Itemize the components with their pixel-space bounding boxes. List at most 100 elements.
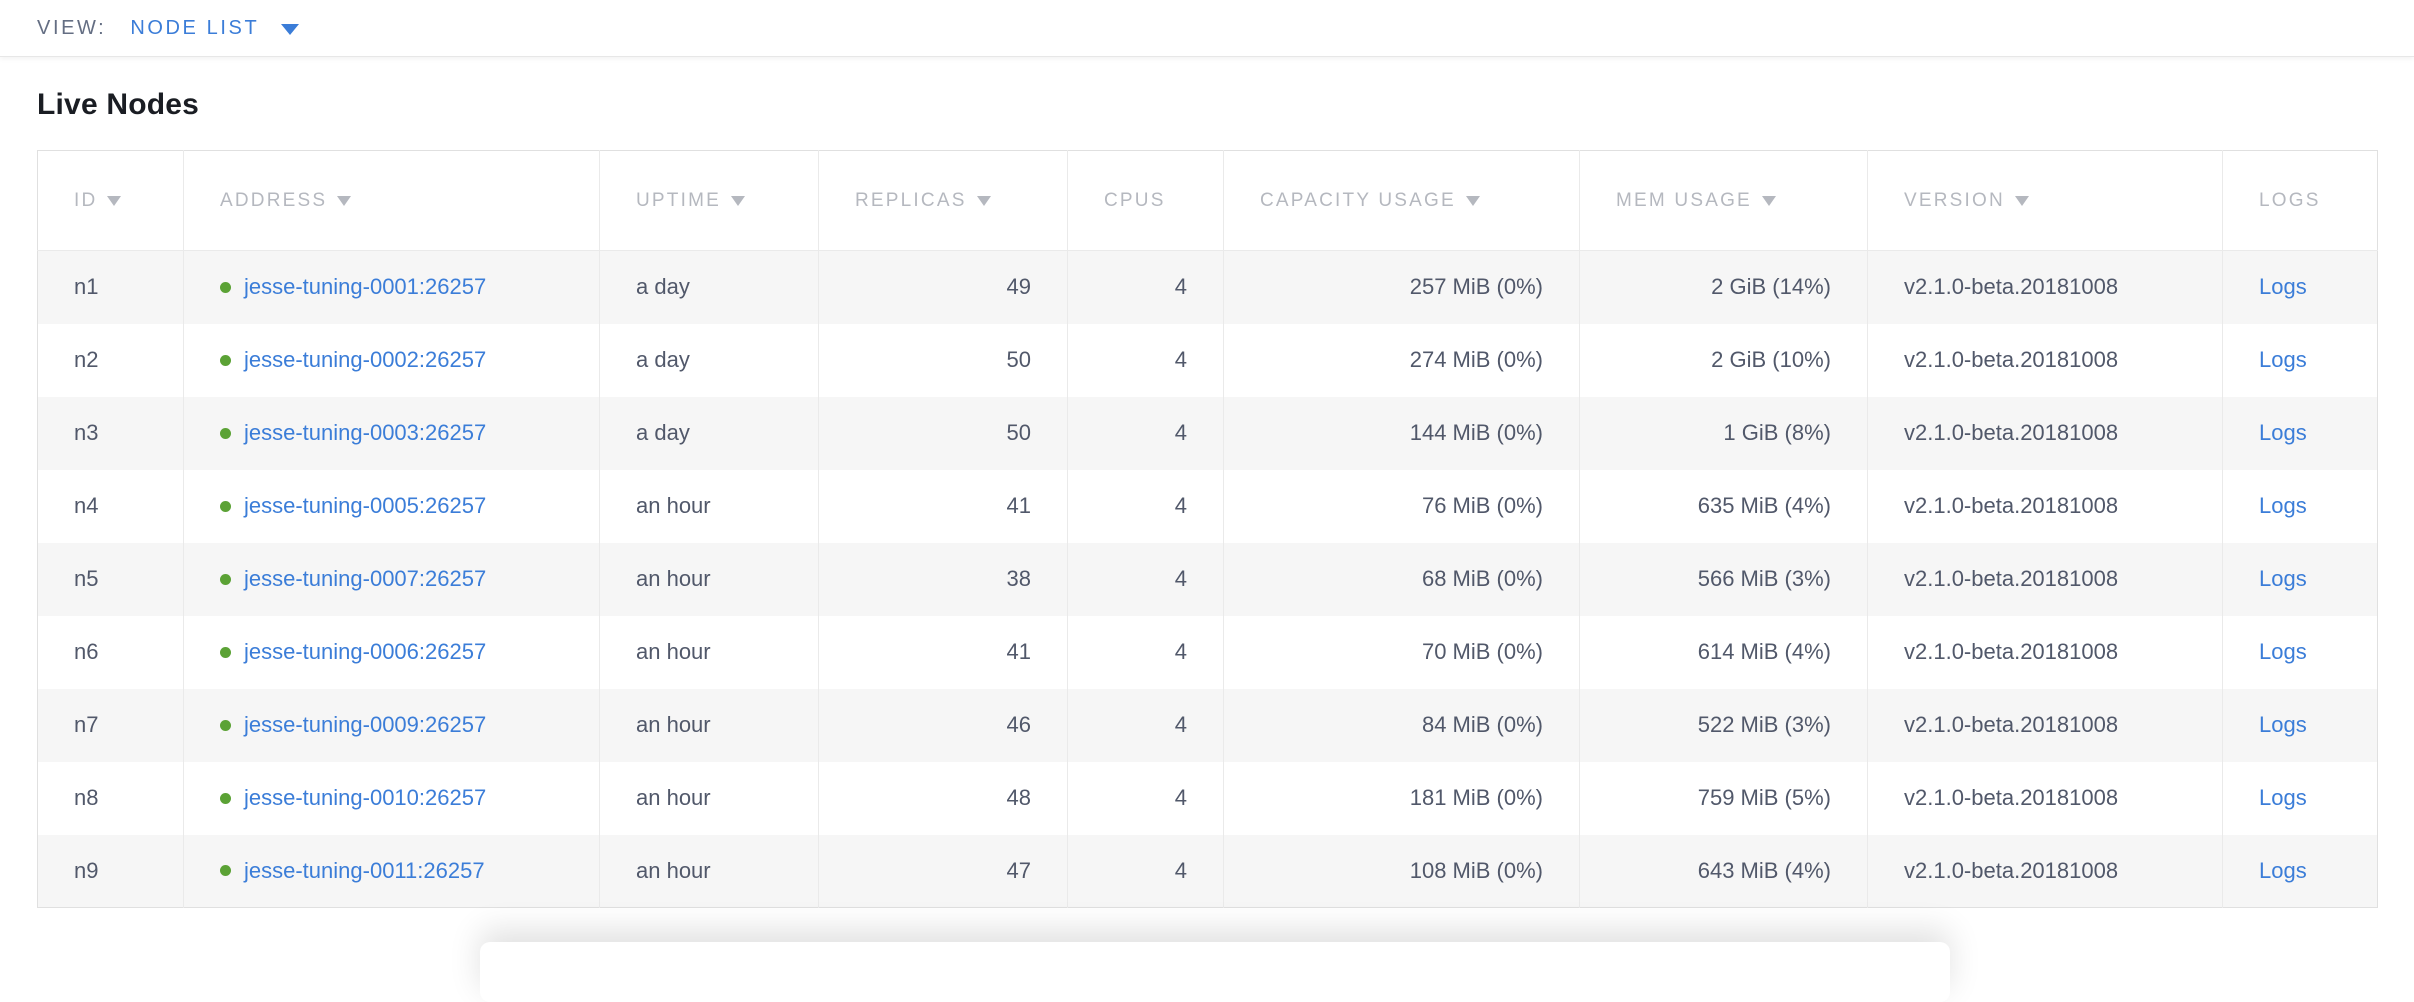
- view-label: VIEW:: [37, 16, 107, 39]
- node-address-link[interactable]: jesse-tuning-0009:26257: [244, 712, 487, 737]
- cell-id: n3: [37, 396, 184, 470]
- cell-cpus: 4: [1067, 542, 1224, 616]
- sort-arrow-icon: [2014, 195, 2029, 206]
- column-header-label: REPLICAS: [855, 189, 967, 211]
- cell-address: jesse-tuning-0005:26257: [183, 469, 600, 543]
- logs-link[interactable]: Logs: [2259, 493, 2307, 518]
- cell-capacity: 181 MiB (0%): [1223, 761, 1580, 835]
- cell-replicas: 49: [818, 250, 1068, 324]
- cell-address: jesse-tuning-0002:26257: [183, 323, 600, 397]
- cell-mem: 759 MiB (5%): [1579, 761, 1868, 835]
- cell-cpus: 4: [1067, 615, 1224, 689]
- cell-mem: 635 MiB (4%): [1579, 469, 1868, 543]
- cell-logs: Logs: [2223, 689, 2378, 762]
- cell-cpus: 4: [1067, 688, 1224, 762]
- column-header-label: VERSION: [1904, 189, 2005, 211]
- table-row: n9 jesse-tuning-0011:26257 an hour 47 4 108 M…: [37, 834, 2378, 908]
- table-row: n5 jesse-tuning-0007:26257 an hour 38 4 68 Mi…: [37, 542, 2378, 616]
- node-address-link[interactable]: jesse-tuning-0002:26257: [244, 347, 487, 372]
- table-header-row: ID ADDRESS UPTIME REPLICAS CPUS CAPACITY USAG…: [37, 150, 2378, 251]
- view-selector-dropdown[interactable]: NODE LIST: [130, 16, 300, 40]
- cell-replicas: 41: [818, 615, 1068, 689]
- logs-link[interactable]: Logs: [2259, 566, 2307, 591]
- column-header-capacity[interactable]: CAPACITY USAGE: [1223, 150, 1580, 251]
- cell-address: jesse-tuning-0009:26257: [183, 688, 600, 762]
- cell-uptime: an hour: [599, 542, 819, 616]
- cell-version: v2.1.0-beta.20181008: [1867, 396, 2223, 470]
- cell-capacity: 76 MiB (0%): [1223, 469, 1580, 543]
- logs-link[interactable]: Logs: [2259, 712, 2307, 737]
- node-address-link[interactable]: jesse-tuning-0006:26257: [244, 639, 487, 664]
- cell-id: n6: [37, 615, 184, 689]
- column-header-replicas[interactable]: REPLICAS: [818, 150, 1068, 251]
- column-header-id[interactable]: ID: [37, 150, 184, 251]
- node-address: jesse-tuning-0001:26257: [220, 274, 563, 300]
- node-address: jesse-tuning-0011:26257: [220, 858, 563, 884]
- cell-mem: 614 MiB (4%): [1579, 615, 1868, 689]
- cell-id: n4: [37, 469, 184, 543]
- node-healthy-dot-icon: [220, 719, 231, 731]
- node-healthy-dot-icon: [220, 573, 231, 585]
- node-address-link[interactable]: jesse-tuning-0001:26257: [244, 274, 487, 300]
- cell-cpus: 4: [1067, 834, 1224, 908]
- column-header-label: ADDRESS: [220, 189, 328, 211]
- cell-logs: Logs: [2223, 251, 2378, 324]
- logs-link[interactable]: Logs: [2259, 274, 2307, 300]
- cell-address: jesse-tuning-0011:26257: [183, 834, 600, 908]
- table-row: n7 jesse-tuning-0009:26257 an hour 46 4 84 Mi…: [37, 688, 2378, 762]
- sort-arrow-icon: [337, 195, 352, 206]
- node-address-link[interactable]: jesse-tuning-0010:26257: [244, 785, 487, 810]
- view-selected-value: NODE LIST: [130, 16, 260, 39]
- logs-link[interactable]: Logs: [2259, 857, 2307, 883]
- column-header-cpus: CPUS: [1067, 150, 1224, 251]
- cell-logs: Logs: [2223, 397, 2378, 470]
- cell-mem: 2 GiB (10%): [1579, 323, 1868, 397]
- table-row: n1 jesse-tuning-0001:26257 a day 49 4 257 MiB…: [37, 250, 2378, 324]
- node-address: jesse-tuning-0003:26257: [220, 420, 563, 446]
- node-healthy-dot-icon: [220, 792, 231, 804]
- cell-uptime: an hour: [599, 834, 819, 908]
- table-row: n2 jesse-tuning-0002:26257 a day 50 4 274 MiB…: [37, 323, 2378, 397]
- cell-id: n9: [37, 834, 184, 908]
- table-row: n4 jesse-tuning-0005:26257 an hour 41 4 76 Mi…: [37, 469, 2378, 543]
- cell-mem: 643 MiB (4%): [1579, 834, 1868, 908]
- cell-uptime: an hour: [599, 761, 819, 835]
- logs-link[interactable]: Logs: [2259, 347, 2307, 372]
- sort-arrow-icon: [107, 195, 122, 206]
- cell-address: jesse-tuning-0006:26257: [183, 615, 600, 689]
- column-header-label: MEM USAGE: [1616, 189, 1752, 211]
- node-address-link[interactable]: jesse-tuning-0007:26257: [244, 566, 487, 591]
- cell-replicas: 46: [818, 688, 1068, 762]
- cell-capacity: 108 MiB (0%): [1223, 834, 1580, 908]
- cell-address: jesse-tuning-0010:26257: [183, 761, 600, 835]
- chevron-down-icon: [281, 24, 300, 35]
- node-address-link[interactable]: jesse-tuning-0005:26257: [244, 493, 487, 518]
- cell-cpus: 4: [1067, 396, 1224, 470]
- cell-version: v2.1.0-beta.20181008: [1867, 469, 2223, 543]
- node-address: jesse-tuning-0002:26257: [220, 347, 563, 373]
- column-header-label: CPUS: [1104, 189, 1166, 211]
- cell-logs: Logs: [2223, 543, 2378, 616]
- node-address-link[interactable]: jesse-tuning-0003:26257: [244, 420, 487, 445]
- logs-link[interactable]: Logs: [2259, 785, 2307, 810]
- page-title: Live Nodes: [37, 88, 200, 121]
- column-header-mem[interactable]: MEM USAGE: [1579, 150, 1868, 251]
- cell-id: n1: [37, 250, 184, 324]
- column-header-label: LOGS: [2259, 189, 2321, 211]
- column-header-version[interactable]: VERSION: [1867, 150, 2223, 251]
- cell-cpus: 4: [1067, 323, 1224, 397]
- cell-capacity: 70 MiB (0%): [1223, 615, 1580, 689]
- node-healthy-dot-icon: [220, 281, 231, 293]
- node-address-link[interactable]: jesse-tuning-0011:26257: [244, 857, 485, 883]
- node-address: jesse-tuning-0009:26257: [220, 712, 563, 738]
- sort-arrow-icon: [1465, 195, 1480, 206]
- logs-link[interactable]: Logs: [2259, 639, 2307, 664]
- column-header-address[interactable]: ADDRESS: [183, 150, 600, 251]
- logs-link[interactable]: Logs: [2259, 420, 2307, 445]
- cell-address: jesse-tuning-0007:26257: [183, 542, 600, 616]
- cell-capacity: 274 MiB (0%): [1223, 323, 1580, 397]
- column-header-uptime[interactable]: UPTIME: [599, 150, 819, 251]
- cell-version: v2.1.0-beta.20181008: [1867, 250, 2223, 324]
- sort-arrow-icon: [976, 195, 991, 206]
- cell-mem: 566 MiB (3%): [1579, 542, 1868, 616]
